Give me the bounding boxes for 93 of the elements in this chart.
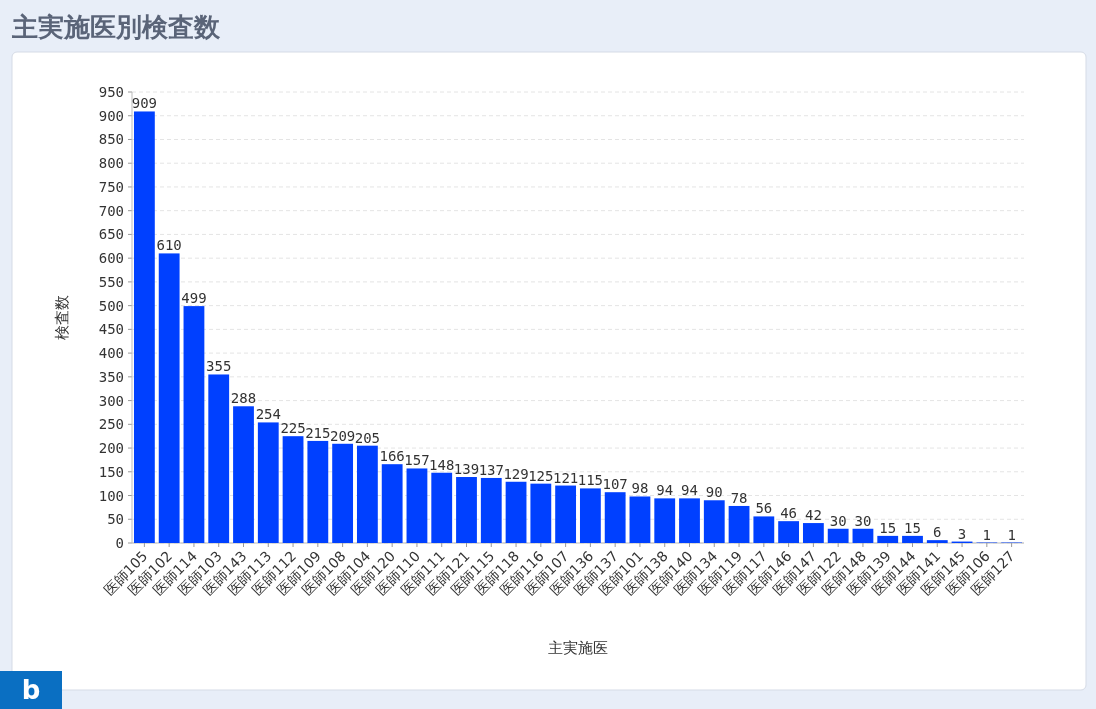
data-label: 610 xyxy=(156,237,182,254)
bar xyxy=(852,528,874,543)
y-tick-label: 900 xyxy=(98,107,124,124)
bar xyxy=(555,485,577,543)
x-axis-title: 主実施医 xyxy=(548,639,608,657)
bar xyxy=(778,521,800,543)
data-label: 205 xyxy=(354,429,381,446)
data-label: 56 xyxy=(755,500,773,517)
data-label: 157 xyxy=(404,452,430,469)
data-label: 107 xyxy=(602,476,628,493)
bar xyxy=(133,111,155,543)
data-label: 125 xyxy=(528,467,554,484)
bar xyxy=(579,488,601,543)
data-label: 98 xyxy=(631,480,649,497)
data-label: 3 xyxy=(957,525,967,542)
text: b xyxy=(21,675,41,705)
bar xyxy=(257,422,279,543)
y-tick-label: 50 xyxy=(107,511,124,528)
data-label: 46 xyxy=(780,505,798,522)
y-tick-label: 400 xyxy=(98,345,124,362)
chart-title: 主実施医別検査数 xyxy=(11,12,221,42)
bar xyxy=(208,374,230,543)
bar xyxy=(629,496,651,543)
y-tick-label: 150 xyxy=(98,463,124,480)
data-label: 909 xyxy=(131,95,158,112)
y-tick-label: 950 xyxy=(98,84,124,100)
y-tick-label: 650 xyxy=(98,226,124,243)
bar xyxy=(406,468,428,543)
bar xyxy=(728,505,750,543)
data-label: 215 xyxy=(305,424,331,441)
bar xyxy=(505,481,527,543)
data-label: 15 xyxy=(904,519,921,536)
bar xyxy=(877,535,899,543)
y-axis-title: 検査数 xyxy=(53,295,71,340)
bar xyxy=(802,523,824,543)
data-label: 254 xyxy=(255,406,281,423)
bar xyxy=(456,477,477,543)
bar xyxy=(654,498,676,543)
bar xyxy=(926,540,948,543)
data-label: 42 xyxy=(804,507,822,524)
y-tick-label: 800 xyxy=(98,155,124,172)
y-tick-label: 200 xyxy=(98,440,124,457)
bar xyxy=(679,498,700,543)
data-label: 121 xyxy=(552,469,579,486)
bar xyxy=(902,535,923,543)
y-tick-label: 100 xyxy=(98,487,124,504)
data-label: 94 xyxy=(656,482,674,499)
data-label: 166 xyxy=(379,448,405,465)
data-label: 1 xyxy=(1007,526,1016,543)
data-label: 30 xyxy=(854,512,872,529)
data-label: 6 xyxy=(933,524,942,541)
y-tick-label: 300 xyxy=(98,392,124,409)
y-tick-label: 600 xyxy=(98,250,124,267)
y-tick-label: 700 xyxy=(98,202,124,219)
data-label: 15 xyxy=(879,519,897,536)
y-tick-label: 500 xyxy=(98,297,124,314)
data-label: 209 xyxy=(329,427,356,444)
bar xyxy=(480,477,502,543)
data-label: 78 xyxy=(730,489,748,506)
bar xyxy=(827,528,849,543)
data-label: 139 xyxy=(453,461,480,478)
bar xyxy=(158,253,180,543)
bar xyxy=(183,306,205,543)
bar xyxy=(381,464,403,543)
data-label: 1 xyxy=(982,526,992,543)
y-tick-label: 350 xyxy=(98,368,124,385)
y-tick-label: 850 xyxy=(98,131,124,148)
y-tick-label: 450 xyxy=(98,321,124,338)
y-tick-label: 250 xyxy=(98,416,124,433)
data-label: 94 xyxy=(681,482,698,499)
data-label: 288 xyxy=(230,390,257,407)
data-label: 355 xyxy=(206,358,232,375)
bar xyxy=(703,500,725,543)
bar xyxy=(431,472,453,543)
y-tick-label: 750 xyxy=(98,178,124,195)
bar xyxy=(233,406,254,543)
data-label: 129 xyxy=(503,465,529,482)
bar xyxy=(282,436,304,543)
data-label: 499 xyxy=(181,290,207,307)
data-label: 90 xyxy=(705,484,723,501)
bar xyxy=(753,516,775,543)
bar xyxy=(356,445,378,543)
bar xyxy=(604,492,626,543)
data-label: 115 xyxy=(577,472,604,489)
data-label: 225 xyxy=(280,420,306,437)
bar xyxy=(307,440,329,543)
data-label: 30 xyxy=(829,512,847,529)
y-tick-label: 550 xyxy=(98,273,124,290)
bar xyxy=(530,483,552,543)
y-tick-label: 0 xyxy=(115,535,124,551)
data-label: 148 xyxy=(429,456,455,473)
data-label: 137 xyxy=(478,461,504,478)
bar xyxy=(332,443,354,543)
